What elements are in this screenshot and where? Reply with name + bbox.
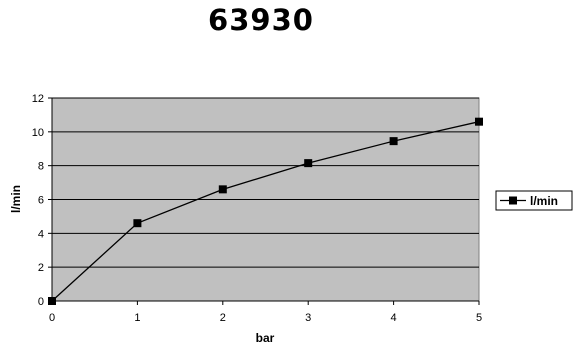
x-tick-label: 2 — [220, 312, 226, 324]
data-point — [48, 297, 56, 305]
data-point — [218, 185, 227, 194]
data-point — [133, 219, 142, 228]
legend-marker — [509, 196, 517, 205]
y-tick-label: 8 — [38, 161, 44, 173]
y-tick-label: 4 — [38, 228, 44, 240]
y-tick-label: 6 — [38, 195, 44, 207]
legend: l/min — [495, 190, 573, 211]
y-tick-label: 12 — [32, 93, 44, 105]
series-line — [51, 121, 480, 302]
x-tick-label: 3 — [305, 312, 311, 324]
y-tick-label: 0 — [38, 296, 44, 308]
chart-title: 63930 — [208, 3, 314, 37]
y-axis-label: l/min — [9, 185, 23, 213]
x-tick-label: 1 — [134, 312, 140, 324]
legend-box — [495, 190, 573, 211]
data-point — [475, 117, 483, 126]
data-point — [389, 137, 398, 146]
x-tick-label: 5 — [476, 312, 482, 324]
y-tick-label: 10 — [32, 127, 44, 139]
x-axis-label: bar — [256, 331, 275, 345]
legend-label: l/min — [530, 194, 558, 208]
data-point — [304, 159, 313, 168]
x-tick-label: 0 — [49, 312, 55, 324]
x-tick-label: 4 — [391, 312, 397, 324]
y-tick-label: 2 — [38, 262, 44, 274]
